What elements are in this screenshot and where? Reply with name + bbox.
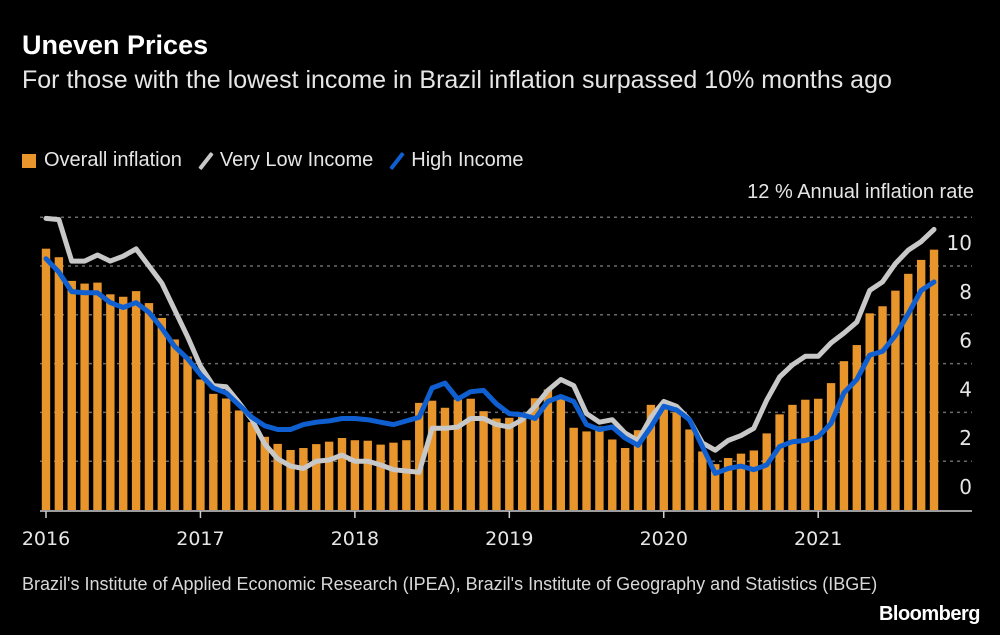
bar: [517, 415, 527, 510]
bar: [350, 440, 360, 510]
bar: [247, 422, 257, 510]
bar: [814, 398, 823, 510]
legend: Overall inflation Very Low Income High I…: [22, 149, 530, 172]
bar: [543, 389, 553, 510]
x-tick-label: 2018: [331, 528, 379, 550]
bar: [685, 429, 694, 510]
y-axis-unit-label: 12 % Annual inflation rate: [747, 181, 974, 203]
bar: [144, 303, 154, 510]
source-footer: Brazil's Institute of Applied Economic R…: [22, 574, 878, 594]
bar: [157, 317, 167, 510]
bar: [170, 339, 179, 510]
bar: [479, 411, 488, 510]
bar: [505, 417, 514, 510]
legend-item-very-low-income: Very Low Income: [198, 149, 373, 172]
x-tick-label: 2021: [794, 528, 842, 550]
y-tick-label: 6: [959, 329, 972, 353]
bar: [904, 273, 913, 510]
bar: [762, 433, 771, 510]
bar: [260, 436, 269, 510]
x-tick-label: 2020: [640, 528, 688, 550]
legend-label: Overall inflation: [44, 149, 182, 171]
bar: [376, 444, 385, 510]
series-line-very-low-income: [43, 215, 937, 475]
bar: [569, 427, 578, 510]
bar: [865, 313, 874, 510]
bar: [595, 426, 604, 510]
bar: [93, 282, 102, 510]
bar: [852, 345, 862, 510]
bar: [711, 464, 720, 510]
series-line-high-income: [43, 256, 937, 476]
bar: [698, 451, 707, 510]
bar: [299, 448, 308, 510]
chart-subtitle: For those with the lowest income in Braz…: [22, 66, 892, 94]
bar: [337, 438, 347, 510]
legend-item-overall: Overall inflation: [22, 149, 182, 172]
bar: [620, 448, 630, 510]
bar: [672, 412, 681, 510]
legend-bar-swatch-icon: [22, 153, 36, 168]
bar: [839, 361, 849, 510]
legend-label: Very Low Income: [219, 149, 374, 171]
y-tick-label: 10: [947, 231, 972, 255]
legend-item-high-income: High Income: [389, 149, 523, 172]
bar: [402, 440, 411, 510]
bar: [556, 396, 565, 510]
bar: [440, 407, 450, 510]
bar: [723, 458, 733, 510]
bar: [453, 399, 463, 510]
bar: [466, 398, 475, 510]
bar: [106, 294, 115, 510]
bar: [916, 259, 926, 510]
y-tick-label: 0: [959, 475, 972, 499]
x-tick-label: 2019: [485, 528, 533, 550]
bar: [234, 410, 244, 510]
bar: [878, 306, 887, 510]
chart-title: Uneven Prices: [22, 30, 209, 60]
bar: [788, 404, 797, 510]
bar: [646, 404, 656, 510]
bar: [196, 379, 205, 510]
bar: [530, 398, 540, 510]
bar: [775, 414, 784, 510]
bar: [929, 249, 939, 511]
bar: [67, 280, 76, 510]
bar: [363, 440, 372, 510]
bar: [80, 283, 89, 510]
bar: [273, 443, 282, 510]
bar: [286, 449, 295, 510]
bar: [427, 400, 437, 510]
x-tick-label: 2017: [176, 528, 224, 550]
y-tick-label: 8: [959, 280, 972, 304]
legend-label: High Income: [411, 149, 524, 171]
bar: [736, 453, 746, 510]
bar: [389, 442, 398, 510]
x-tick-label: 2016: [22, 528, 70, 550]
bar: [749, 450, 759, 510]
bar: [324, 441, 334, 510]
bar: [826, 383, 836, 510]
bar: [582, 431, 591, 510]
bar: [54, 257, 64, 510]
bar: [183, 356, 192, 510]
bloomberg-logo: Bloomberg: [878, 603, 981, 625]
bar: [608, 439, 617, 510]
bar: [492, 418, 501, 510]
bar: [221, 398, 231, 510]
bar: [415, 402, 424, 510]
bar: [659, 407, 668, 510]
bar: [41, 248, 51, 510]
bar: [119, 296, 128, 510]
bar: [891, 290, 900, 510]
bar: [801, 399, 810, 510]
y-tick-label: 4: [959, 377, 972, 401]
bar: [209, 393, 218, 510]
bar: [633, 430, 643, 510]
bar: [131, 291, 141, 510]
bar: [312, 444, 321, 510]
y-tick-label: 2: [959, 426, 972, 450]
